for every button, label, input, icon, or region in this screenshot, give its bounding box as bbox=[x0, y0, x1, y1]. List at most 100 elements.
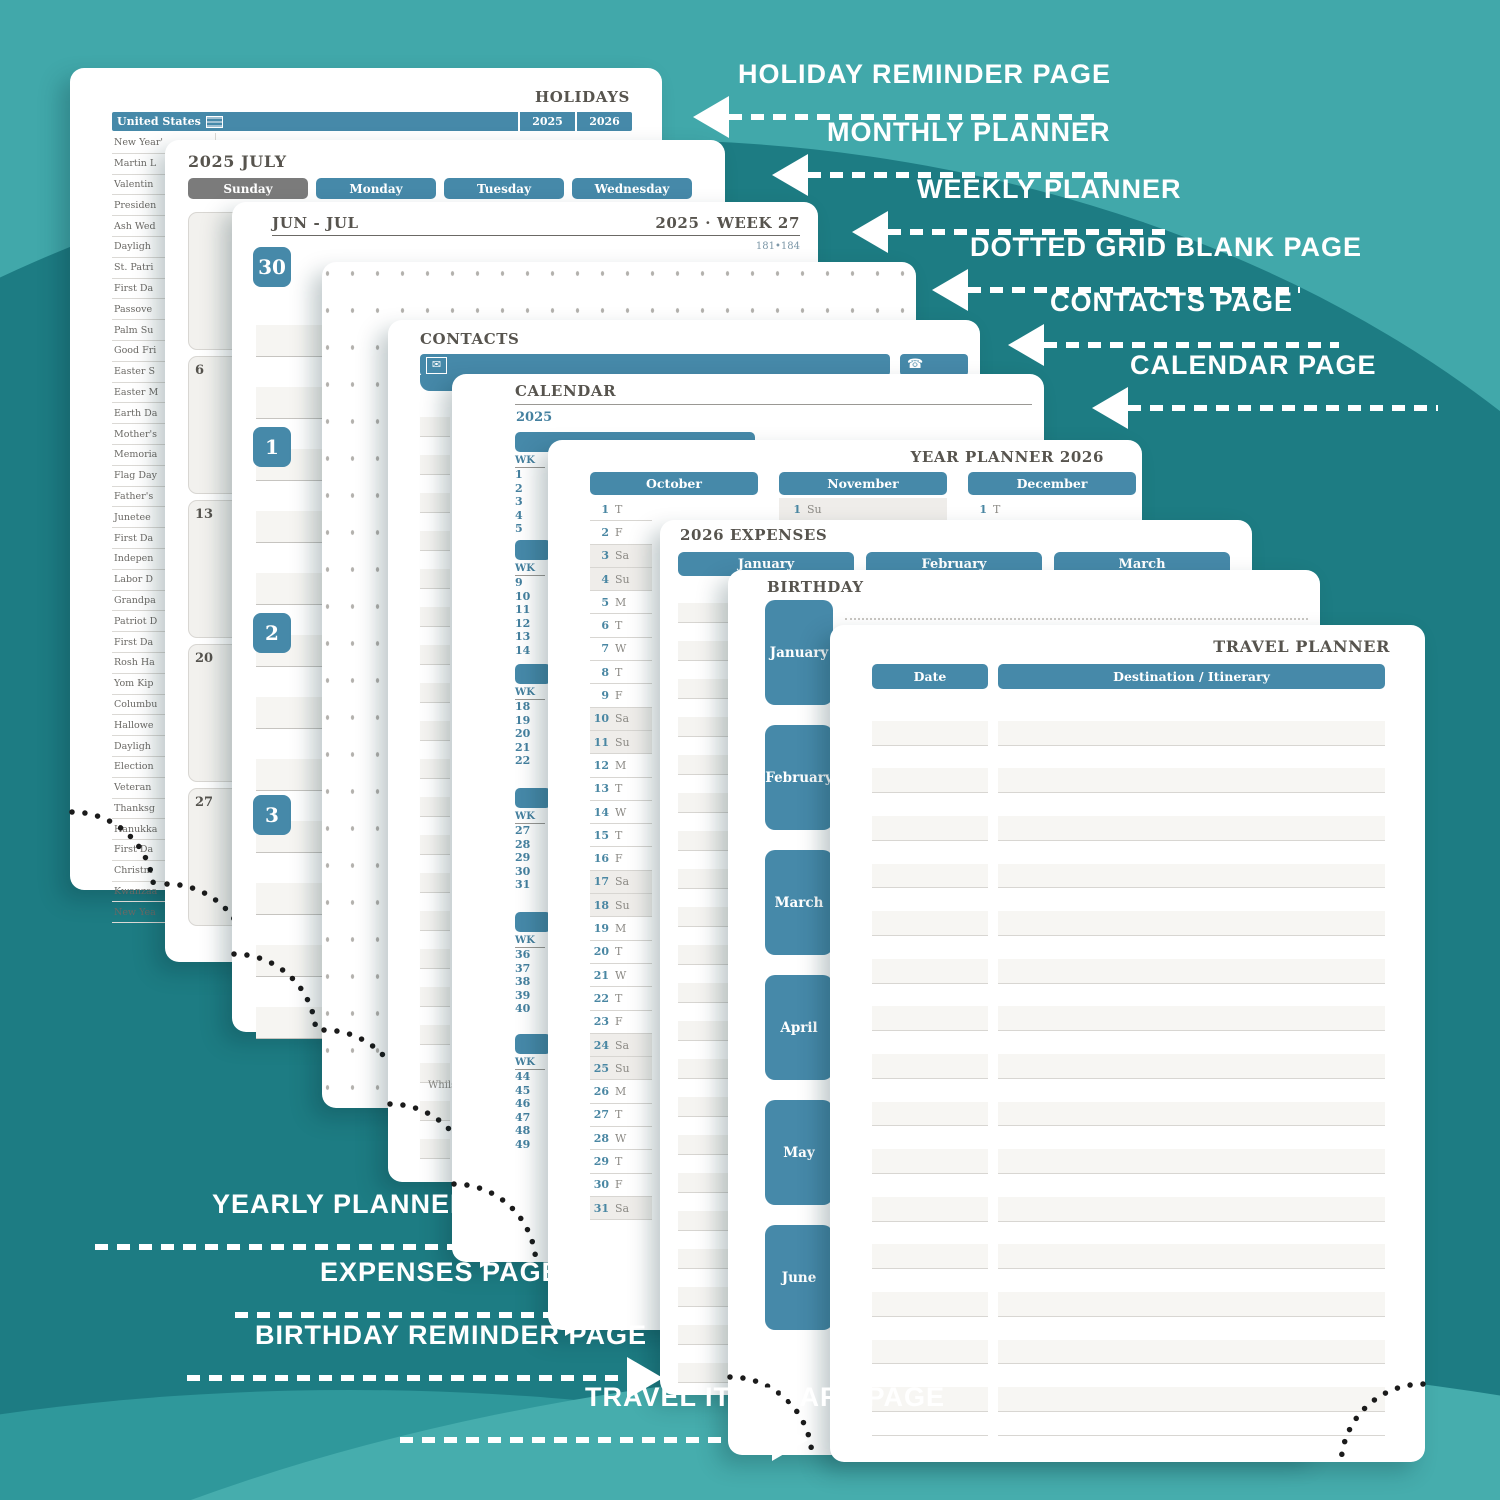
table-row bbox=[872, 887, 1385, 913]
expense-row bbox=[678, 1306, 728, 1326]
week-number: 28 bbox=[515, 837, 531, 851]
arrow-right-icon bbox=[772, 1419, 808, 1461]
month-tab bbox=[515, 788, 551, 808]
month-tab: December bbox=[968, 472, 1136, 495]
destination-cell bbox=[998, 887, 1385, 913]
week-number: 45 bbox=[515, 1083, 531, 1097]
expense-row bbox=[678, 1059, 728, 1079]
destination-cell bbox=[998, 1196, 1385, 1222]
expense-row bbox=[678, 1211, 728, 1231]
contact-row bbox=[420, 1044, 450, 1064]
date-cell bbox=[872, 745, 988, 770]
table-row bbox=[872, 1411, 1385, 1436]
contact-row bbox=[420, 759, 450, 779]
table-row bbox=[872, 1196, 1385, 1222]
week-number: 49 bbox=[515, 1137, 531, 1151]
week-number: 37 bbox=[515, 961, 531, 975]
date-cell bbox=[872, 1078, 988, 1103]
contact-row bbox=[420, 721, 450, 741]
expense-row bbox=[678, 603, 728, 623]
table-row bbox=[872, 1078, 1385, 1103]
ruled-line bbox=[256, 294, 322, 326]
contact-row bbox=[420, 531, 450, 551]
ruled-line bbox=[256, 852, 322, 884]
expense-row bbox=[678, 812, 728, 832]
table-row bbox=[872, 1292, 1385, 1317]
destination-cell bbox=[998, 745, 1385, 770]
day-row: 10 Sa bbox=[590, 707, 652, 731]
destination-cell bbox=[998, 1125, 1385, 1151]
calendar-month-group: WK 9 10 11 12 13 14 bbox=[515, 540, 551, 657]
calendar-month-group: WK 44 45 46 47 48 49 bbox=[515, 1034, 551, 1151]
expense-row bbox=[678, 850, 728, 870]
contact-row bbox=[420, 1101, 450, 1121]
date-cell bbox=[872, 1196, 988, 1222]
ruled-line bbox=[256, 976, 322, 1008]
ruled-line bbox=[256, 573, 322, 605]
date-cell bbox=[872, 1101, 988, 1127]
dashed-line bbox=[808, 172, 1108, 178]
contact-row bbox=[420, 911, 450, 931]
expense-row bbox=[678, 1173, 728, 1193]
contact-row bbox=[420, 1006, 450, 1026]
divider bbox=[272, 235, 800, 236]
birthday-month-tab: June bbox=[765, 1225, 833, 1330]
wk-label: WK bbox=[515, 935, 545, 948]
wk-label: WK bbox=[515, 1057, 545, 1070]
expense-row bbox=[678, 1344, 728, 1364]
contact-row bbox=[420, 949, 450, 969]
date-cell bbox=[872, 768, 988, 794]
week-number: 40 bbox=[515, 1002, 531, 1015]
week-number: 39 bbox=[515, 988, 531, 1002]
destination-cell bbox=[998, 697, 1385, 722]
table-row bbox=[872, 1173, 1385, 1198]
expense-row bbox=[678, 926, 728, 946]
birthday-month-tab: January bbox=[765, 600, 833, 705]
expense-row bbox=[678, 641, 728, 661]
week-number: 9 bbox=[515, 576, 523, 589]
date-cell bbox=[872, 1221, 988, 1246]
expense-row bbox=[678, 888, 728, 908]
day-header-tab: Wednesday bbox=[572, 178, 692, 199]
table-row bbox=[872, 1244, 1385, 1270]
table-row bbox=[872, 1054, 1385, 1079]
day-header-tab: Monday bbox=[316, 178, 436, 199]
dashed-line bbox=[95, 1244, 480, 1250]
date-cell bbox=[872, 1244, 988, 1270]
expense-row bbox=[678, 1040, 728, 1060]
day-row: 27 T bbox=[590, 1104, 652, 1128]
ruled-line bbox=[256, 542, 322, 574]
expense-row bbox=[678, 1325, 728, 1345]
arrow-right-icon bbox=[565, 1294, 601, 1336]
expense-row bbox=[678, 698, 728, 718]
wk-label: WK bbox=[515, 811, 545, 824]
day-row: 12 M bbox=[590, 754, 652, 778]
table-row bbox=[872, 1221, 1385, 1246]
week-number: 3 bbox=[515, 495, 523, 508]
contact-row bbox=[420, 588, 450, 608]
ruled-line bbox=[256, 728, 322, 760]
week-number: 4 bbox=[515, 508, 523, 522]
destination-cell bbox=[998, 983, 1385, 1008]
ruled-line bbox=[256, 914, 322, 946]
week-number: 1 bbox=[515, 468, 523, 481]
arrow-right-icon bbox=[627, 1357, 663, 1399]
contact-row bbox=[420, 512, 450, 532]
expense-row bbox=[678, 1097, 728, 1117]
week-number: 13 bbox=[515, 630, 531, 643]
page-title: YEAR PLANNER 2026 bbox=[910, 448, 1104, 466]
table-row bbox=[872, 840, 1385, 865]
destination-cell bbox=[998, 1363, 1385, 1389]
contact-row bbox=[420, 550, 450, 570]
destination-cell bbox=[998, 1101, 1385, 1127]
week-number: 47 bbox=[515, 1110, 531, 1124]
date-cell bbox=[872, 720, 988, 746]
expense-row bbox=[678, 1021, 728, 1041]
year-column-2026: 2026 bbox=[575, 112, 632, 131]
arrow-left-icon bbox=[852, 211, 888, 253]
destination-cell bbox=[998, 768, 1385, 794]
page-title: BIRTHDAY bbox=[767, 578, 864, 596]
table-row bbox=[872, 1339, 1385, 1365]
